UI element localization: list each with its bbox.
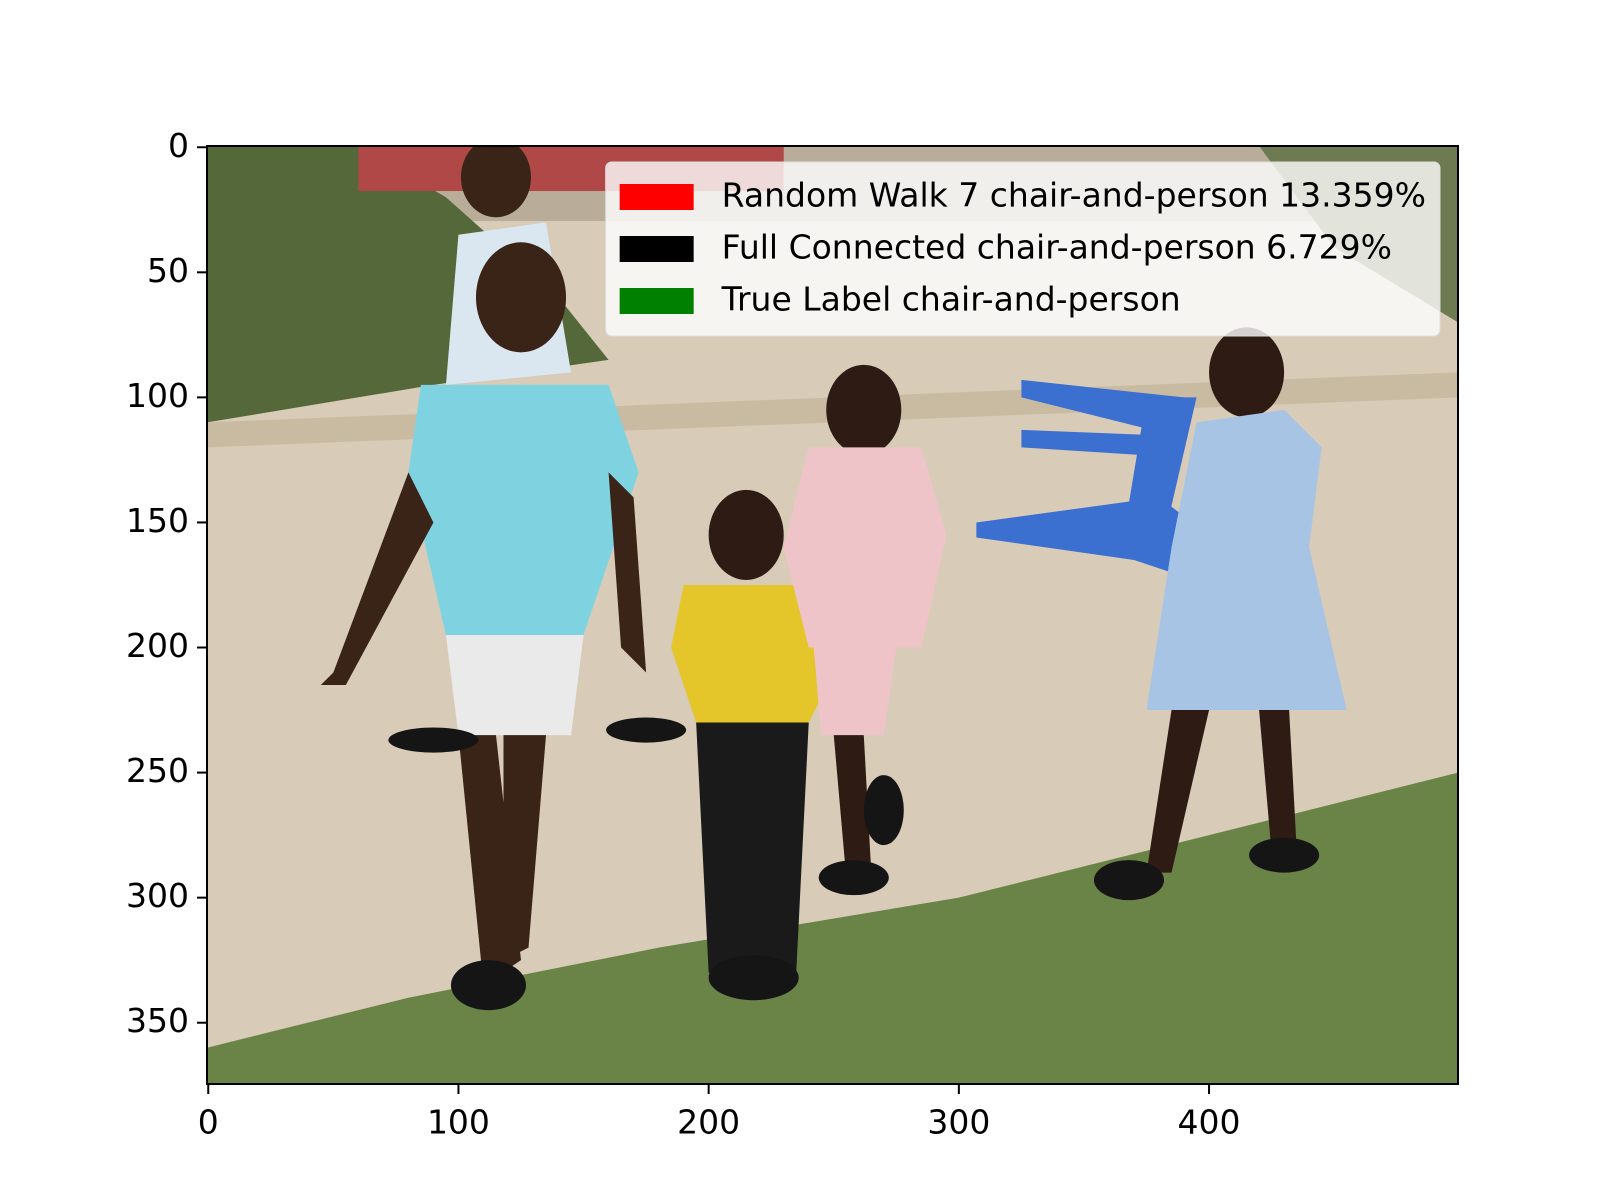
legend-patch [619,288,694,314]
y-tick-label: 100 [126,376,189,415]
x-tick-label: 400 [1178,1103,1241,1142]
y-tick-label: 250 [126,751,189,790]
y-tick-label: 300 [126,876,189,915]
legend-patch [619,184,694,210]
legend-label: Random Walk 7 chair-and-person 13.359% [722,176,1426,215]
y-tick-label: 50 [147,251,189,290]
legend-patch [619,236,694,262]
y-tick-label: 350 [126,1001,189,1040]
x-tick-label: 0 [198,1103,219,1142]
axes-frame [206,145,1459,1085]
x-tick-label: 100 [427,1103,490,1142]
x-tick-label: 200 [677,1103,740,1142]
y-tick-label: 200 [126,626,189,665]
y-tick-label: 0 [168,126,189,165]
y-tick-label: 150 [126,501,189,540]
legend-label: Full Connected chair-and-person 6.729% [722,228,1392,267]
x-tick-label: 300 [927,1103,990,1142]
legend-label: True Label chair-and-person [721,280,1181,319]
legend: Random Walk 7 chair-and-person 13.359% Fu… [605,161,1441,337]
legend-box [605,161,1441,337]
